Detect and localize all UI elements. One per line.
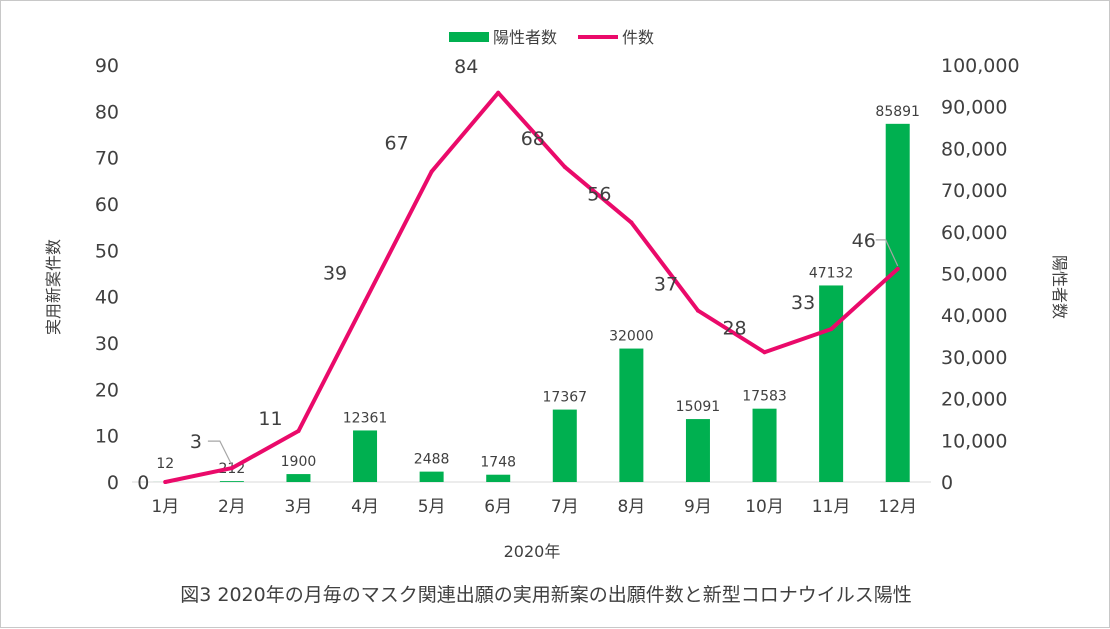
line-data-label: 46 [852,230,876,252]
bar-data-label: 12361 [343,410,388,426]
bar [819,285,843,482]
bar [619,349,643,482]
right-tick-label: 30,000 [941,347,1007,369]
left-tick-label: 50 [95,240,119,262]
line-point [829,327,833,331]
right-axis-title: 陽性者数 [1050,255,1069,319]
right-tick-label: 70,000 [941,180,1007,202]
legend-label-line: 件数 [622,28,654,47]
line-data-label: 28 [722,317,746,339]
line-point [763,350,767,354]
left-tick-label: 40 [95,287,119,309]
line-point [629,221,633,225]
right-tick-label: 50,000 [941,264,1007,286]
figure-caption: 図3 2020年の月毎のマスク関連出願の実用新案の出願件数と新型コロナウイルス陽… [180,584,911,606]
x-axis-title: 2020年 [504,542,561,561]
left-tick-label: 30 [95,333,119,355]
bar [353,430,377,482]
line-point [896,267,900,271]
legend-swatch-bar [449,32,489,42]
line-point [363,299,367,303]
left-tick-label: 80 [95,101,119,123]
x-axis: 1月 2月 3月 4月 5月 6月 7月 8月 9月 10月 11月 12月 [151,497,917,517]
bar-data-label: 17367 [543,390,588,406]
bar-data-label: 85891 [875,104,920,120]
line-data-label: 67 [385,133,409,155]
right-tick-label: 60,000 [941,222,1007,244]
x-tick-label: 4月 [351,497,379,517]
right-axis: 0 10,000 20,000 30,000 40,000 50,000 60,000 70,… [941,55,1020,494]
line-data-label: 84 [454,56,478,78]
bar [420,472,444,482]
right-tick-label: 40,000 [941,305,1007,327]
left-axis: 0 10 20 30 40 50 60 70 80 90 [95,55,119,494]
bar [486,475,510,482]
bar [753,409,777,482]
bar-data-label: 15091 [676,399,721,415]
x-tick-label: 7月 [551,497,579,517]
x-tick-label: 11月 [812,497,851,517]
bar-data-label: 17583 [742,389,787,405]
x-tick-label: 9月 [684,497,712,517]
line-point [163,480,167,484]
right-tick-label: 10,000 [941,430,1007,452]
x-tick-label: 2月 [218,497,246,517]
x-tick-label: 10月 [745,497,784,517]
line-data-label: 0 [137,472,149,494]
bar [886,124,910,482]
line-data-label: 11 [258,408,282,430]
line-series: 0 3 11 39 67 84 68 56 37 28 33 46 [137,56,899,494]
line-data-label: 37 [654,274,678,296]
bar [220,481,244,482]
line-point [696,309,700,313]
line-data-label: 3 [190,431,202,453]
right-tick-label: 0 [941,472,953,494]
bar [553,410,577,482]
bar [286,474,310,482]
left-tick-label: 20 [95,379,119,401]
right-tick-label: 100,000 [941,55,1020,77]
line-data-label: 39 [323,262,347,284]
bar-data-label: 47132 [809,265,854,281]
left-tick-label: 60 [95,194,119,216]
line-point [430,170,434,174]
bar-data-label: 1748 [480,455,516,471]
x-tick-label: 6月 [484,497,512,517]
left-tick-label: 10 [95,426,119,448]
line-data-label: 56 [587,184,611,206]
x-tick-label: 8月 [617,497,645,517]
left-tick-label: 70 [95,148,119,170]
x-tick-label: 3月 [285,497,313,517]
bar-data-label: 12 [156,456,174,472]
left-tick-label: 0 [107,472,119,494]
line-point [296,429,300,433]
right-tick-label: 90,000 [941,97,1007,119]
bar-data-label: 32000 [609,329,654,345]
x-tick-label: 5月 [418,497,446,517]
line-data-label: 33 [791,292,815,314]
line-point [496,91,500,95]
legend: 陽性者数 件数 [449,28,654,47]
line-point [230,466,234,470]
legend-label-bar: 陽性者数 [493,28,557,47]
right-tick-label: 20,000 [941,389,1007,411]
line-point [563,165,567,169]
left-axis-title: 実用新案件数 [44,239,63,335]
bar-data-label: 2488 [414,452,450,468]
left-tick-label: 90 [95,55,119,77]
bar [686,419,710,482]
bar-data-label: 1900 [281,454,317,470]
line-data-label: 68 [521,128,545,150]
x-tick-label: 1月 [151,497,179,517]
x-tick-label: 12月 [878,497,917,517]
right-tick-label: 80,000 [941,138,1007,160]
